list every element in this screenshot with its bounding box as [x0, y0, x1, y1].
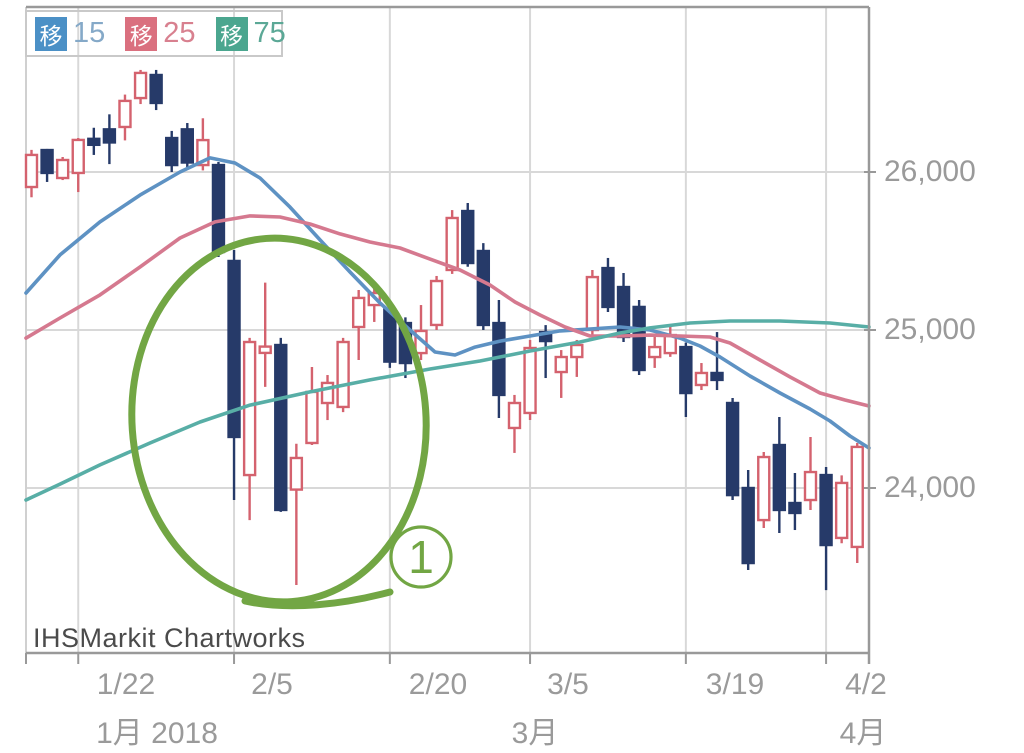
candle-3-5 [523, 339, 537, 421]
ma75-period-label: 75 [253, 17, 286, 49]
candle-2-9 [289, 443, 304, 586]
candle-4-3 [834, 475, 849, 544]
candle-2-2 [211, 162, 226, 258]
candle-1-24 [102, 114, 117, 165]
ma25-badge-icon: 移 [125, 16, 158, 51]
candle-2-14 [336, 337, 350, 413]
candle-1-23 [87, 127, 101, 155]
annotation-number-badge [389, 525, 453, 589]
candle-3-12 [601, 257, 615, 312]
candle-2-26 [445, 210, 459, 274]
y-axis-label: 24,000 [884, 471, 976, 504]
candle-2-23 [429, 275, 444, 330]
candle-3-16 [663, 326, 677, 357]
x-axis-month-label: 3月 [511, 717, 559, 750]
candle-2-27 [461, 202, 475, 267]
ma15-line [24, 156, 871, 450]
candle-2-6 [242, 337, 257, 521]
candle-3-2 [507, 394, 522, 453]
candle-2-7 [258, 282, 272, 387]
x-axis-label: 3/19 [705, 668, 765, 701]
annotation-tail [241, 588, 394, 610]
chart-watermark: IHSMarkit Chartworks [33, 623, 306, 653]
legend-item-ma25: 移 25 [125, 16, 196, 51]
legend-item-ma15: 移 15 [35, 16, 106, 51]
candle-3-21 [710, 332, 724, 391]
y-axis-label: 26,000 [884, 155, 976, 188]
candle-3-26 [757, 451, 771, 528]
candle-1-19 [55, 156, 70, 181]
candle-1-31 [180, 123, 195, 168]
x-axis-month-label: 1月 2018 [96, 717, 218, 750]
candle-1-18 [40, 148, 54, 182]
candle-1-30 [165, 130, 179, 172]
ma75-line [24, 319, 871, 502]
candle-4-2 [819, 466, 833, 591]
candle-3-8 [570, 339, 584, 377]
candle-1-26 [133, 69, 148, 105]
candle-3-7 [554, 350, 568, 398]
candle-3-14 [632, 299, 646, 376]
candle-1-25 [118, 94, 132, 141]
ma25-period-label: 25 [163, 17, 196, 49]
candle-3-15 [648, 336, 662, 368]
ma-legend: 移 15 移 25 移 75 [25, 10, 286, 57]
plot-borders [25, 5, 876, 664]
ma15-badge-icon: 移 [35, 16, 67, 51]
annotation-circle: 1 [128, 234, 453, 610]
candle-2-8 [274, 337, 288, 512]
candle-3-27 [772, 417, 787, 534]
candle-3-19 [679, 342, 693, 418]
candle-2-5 [227, 250, 241, 501]
annotation-number-label: 1 [408, 531, 434, 583]
candle-3-20 [694, 363, 709, 391]
y-axis-label: 25,000 [884, 313, 976, 346]
x-axis-label: 2/20 [408, 668, 468, 701]
ma15-period-label: 15 [73, 17, 106, 49]
candle-2-15 [351, 290, 366, 361]
ma25-line [24, 214, 871, 408]
candle-2-28 [476, 243, 491, 330]
x-axis-label: 4/2 [845, 668, 887, 701]
candle-1-22 [71, 138, 85, 193]
candlesticks [24, 69, 864, 591]
x-axis-month-label: 4月 [839, 717, 887, 750]
candle-3-29 [803, 436, 818, 510]
candle-4-4 [850, 442, 864, 564]
legend-item-ma75: 移 75 [215, 16, 286, 51]
candle-2-13 [320, 375, 335, 421]
candle-3-9 [585, 269, 600, 335]
x-axis-label: 1/22 [96, 668, 156, 701]
x-axis-label: 2/5 [251, 668, 293, 701]
candle-1-29 [149, 69, 163, 111]
candle-3-28 [788, 472, 802, 531]
candle-3-23 [741, 469, 755, 571]
candle-1-17 [24, 149, 39, 198]
ma75-badge-icon: 移 [215, 16, 248, 51]
candle-3-22 [725, 397, 740, 501]
x-axis-label: 3/5 [547, 668, 589, 701]
candle-2-12 [305, 366, 319, 446]
